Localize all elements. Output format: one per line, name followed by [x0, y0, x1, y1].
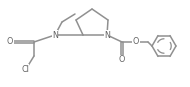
- Text: O: O: [7, 37, 13, 46]
- Text: N: N: [104, 31, 110, 39]
- Text: N: N: [52, 31, 58, 39]
- Text: O: O: [119, 56, 125, 64]
- Text: Cl: Cl: [21, 64, 29, 74]
- Text: O: O: [133, 37, 139, 46]
